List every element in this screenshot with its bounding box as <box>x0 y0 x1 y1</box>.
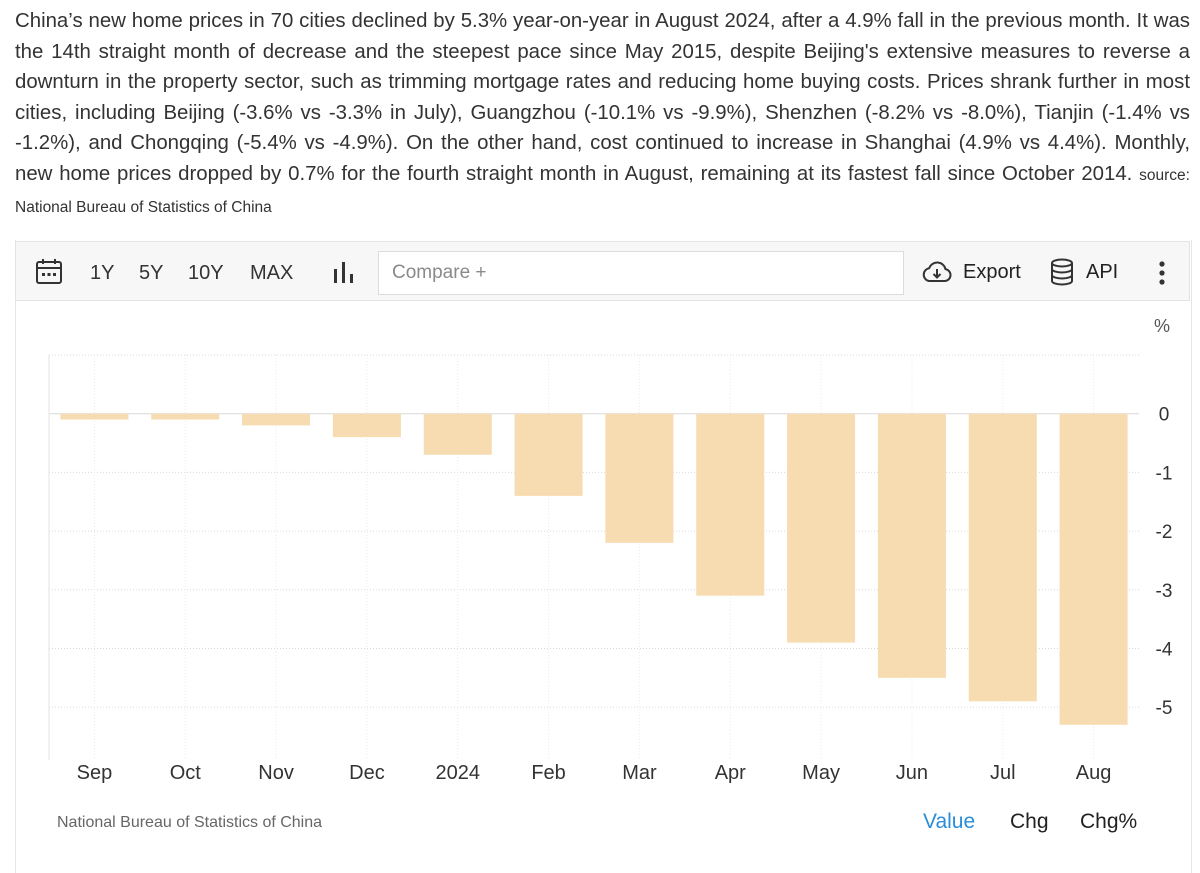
api-button[interactable]: API <box>1050 256 1118 288</box>
tab-value[interactable]: Value <box>923 810 976 833</box>
database-icon <box>1051 258 1073 286</box>
x-tick-label: 2024 <box>436 762 481 784</box>
bar-sep[interactable] <box>60 413 129 420</box>
bar-jun[interactable] <box>877 413 946 678</box>
bar-mar[interactable] <box>605 413 674 543</box>
x-tick-label: Feb <box>531 762 565 784</box>
x-tick-label: Jun <box>896 762 928 784</box>
y-tick-label: -2 <box>1156 522 1173 543</box>
export-button[interactable]: Export <box>921 256 1021 288</box>
api-label: API <box>1086 260 1119 283</box>
tab-chg-percent[interactable]: Chg% <box>1080 810 1138 833</box>
y-tick-label: -1 <box>1156 463 1173 484</box>
bar-2024[interactable] <box>423 413 492 455</box>
chart-toolbar: 1Y 5Y 10Y MAX Export API <box>15 241 1190 301</box>
range-1y-button[interactable]: 1Y <box>90 262 115 284</box>
description-text: China’s new home prices in 70 cities dec… <box>15 10 1190 185</box>
y-axis-unit-label: % <box>1154 316 1170 336</box>
range-max-button[interactable]: MAX <box>250 262 294 284</box>
bar-apr[interactable] <box>696 413 765 596</box>
x-tick-label: May <box>802 762 840 784</box>
description-source: source: National Bureau of Statistics of… <box>15 166 1190 217</box>
bar-nov[interactable] <box>242 413 311 426</box>
y-tick-label: 0 <box>1159 405 1170 426</box>
bar-feb[interactable] <box>514 413 583 496</box>
bar-dec[interactable] <box>332 413 401 438</box>
y-tick-label: -3 <box>1156 581 1173 602</box>
x-tick-label: Dec <box>349 762 385 784</box>
cloud-download-icon <box>922 261 952 282</box>
chart-type-icon[interactable] <box>332 260 356 284</box>
y-tick-label: -5 <box>1156 698 1173 719</box>
bar-jul[interactable] <box>968 413 1037 702</box>
x-tick-label: Apr <box>715 762 746 784</box>
x-tick-label: Jul <box>990 762 1016 784</box>
x-tick-label: Aug <box>1076 762 1112 784</box>
range-5y-button[interactable]: 5Y <box>139 262 164 284</box>
x-tick-label: Mar <box>622 762 657 784</box>
bar-oct[interactable] <box>151 413 220 420</box>
chart-labels: Sep Oct Nov Dec 2024 Feb Mar Apr May Jun Jul Aug 0 -1… <box>77 405 1173 784</box>
bar-may[interactable] <box>787 413 856 643</box>
footer-source-text: National Bureau of Statistics of China <box>57 814 323 831</box>
chart-panel <box>15 240 1192 873</box>
chart-description: China’s new home prices in 70 cities dec… <box>15 6 1190 224</box>
tab-chg[interactable]: Chg <box>1010 810 1049 833</box>
export-label: Export <box>963 260 1021 283</box>
calendar-icon[interactable] <box>36 259 62 285</box>
x-tick-label: Oct <box>170 762 202 784</box>
x-tick-label: Nov <box>258 762 294 784</box>
chart-gridlines <box>48 354 1139 760</box>
range-10y-button[interactable]: 10Y <box>188 262 224 284</box>
more-options-icon[interactable] <box>1152 260 1172 286</box>
chart-bars <box>60 413 1128 725</box>
bar-aug[interactable] <box>1059 413 1128 725</box>
compare-input[interactable] <box>378 251 904 295</box>
y-tick-label: -4 <box>1156 639 1173 660</box>
x-tick-label: Sep <box>77 762 113 784</box>
